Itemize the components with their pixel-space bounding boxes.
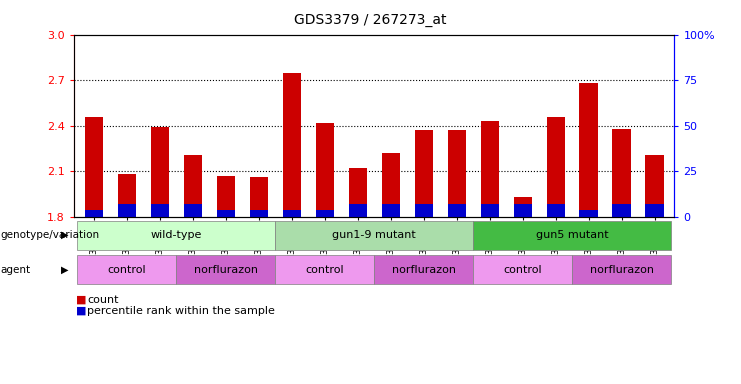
Bar — [645, 155, 664, 217]
Bar — [645, 204, 664, 217]
Text: wild-type: wild-type — [150, 230, 202, 240]
Text: control: control — [107, 265, 146, 275]
Bar — [481, 121, 499, 217]
Bar — [481, 204, 499, 217]
Bar — [275, 220, 473, 250]
Bar — [579, 210, 598, 217]
Bar — [349, 204, 367, 217]
Bar — [150, 127, 169, 217]
Bar — [282, 73, 301, 217]
Bar — [216, 210, 235, 217]
Bar — [118, 204, 136, 217]
Bar — [84, 210, 103, 217]
Bar — [349, 168, 367, 217]
Bar — [514, 204, 532, 217]
Bar — [77, 220, 275, 250]
Bar — [448, 204, 466, 217]
Bar — [572, 255, 671, 285]
Bar — [579, 83, 598, 217]
Bar — [415, 130, 433, 217]
Bar — [77, 255, 176, 285]
Text: ■: ■ — [76, 295, 87, 305]
Bar — [547, 204, 565, 217]
Text: ▶: ▶ — [62, 230, 69, 240]
Bar — [613, 129, 631, 217]
Bar — [514, 197, 532, 217]
Bar — [118, 174, 136, 217]
Text: control: control — [305, 265, 344, 275]
Text: norflurazon: norflurazon — [590, 265, 654, 275]
Bar — [275, 255, 374, 285]
Bar — [282, 210, 301, 217]
Bar — [382, 204, 399, 217]
Bar — [250, 177, 268, 217]
Text: agent: agent — [1, 265, 31, 275]
Text: gun1-9 mutant: gun1-9 mutant — [332, 230, 416, 240]
Bar — [374, 255, 473, 285]
Text: count: count — [87, 295, 119, 305]
Bar — [184, 204, 202, 217]
Text: control: control — [503, 265, 542, 275]
Text: ▶: ▶ — [62, 265, 69, 275]
Bar — [250, 210, 268, 217]
Text: percentile rank within the sample: percentile rank within the sample — [87, 306, 276, 316]
Bar — [316, 123, 333, 217]
Text: GDS3379 / 267273_at: GDS3379 / 267273_at — [294, 13, 447, 27]
Bar — [473, 255, 572, 285]
Bar — [176, 255, 275, 285]
Bar — [382, 153, 399, 217]
Bar — [415, 204, 433, 217]
Text: norflurazon: norflurazon — [194, 265, 258, 275]
Text: ■: ■ — [76, 306, 87, 316]
Bar — [184, 155, 202, 217]
Text: norflurazon: norflurazon — [392, 265, 456, 275]
Bar — [84, 117, 103, 217]
Bar — [448, 130, 466, 217]
Bar — [216, 176, 235, 217]
Bar — [150, 204, 169, 217]
Text: gun5 mutant: gun5 mutant — [536, 230, 608, 240]
Bar — [316, 210, 333, 217]
Bar — [613, 204, 631, 217]
Text: genotype/variation: genotype/variation — [1, 230, 100, 240]
Bar — [473, 220, 671, 250]
Bar — [547, 117, 565, 217]
